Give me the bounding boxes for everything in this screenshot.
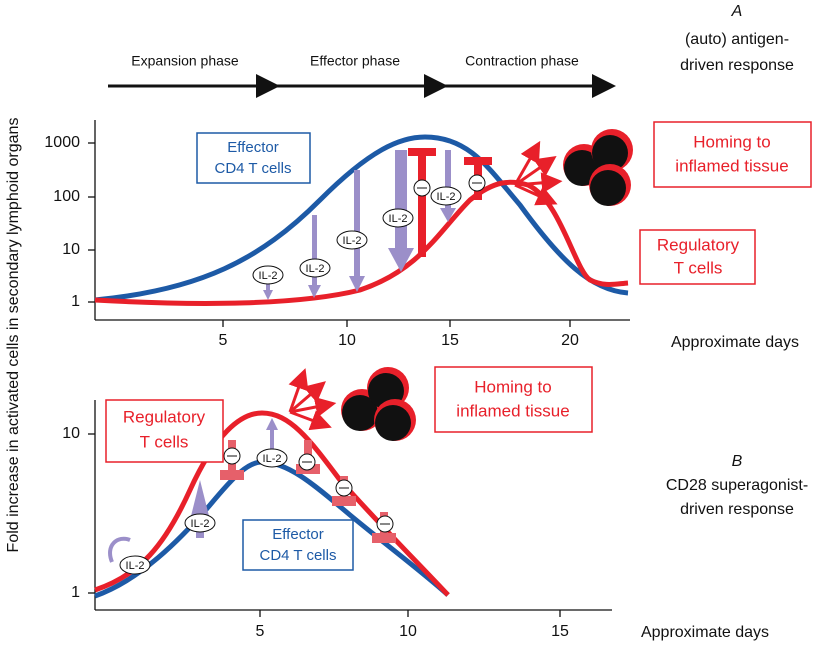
phase-label: Expansion phase	[131, 53, 239, 69]
x-tick-label: 5	[219, 332, 228, 349]
x-axis-label: Approximate days	[641, 624, 769, 641]
panel-a: A (auto) antigen- driven response Expans…	[44, 3, 812, 351]
x-axis-label: Approximate days	[671, 334, 799, 351]
y-tick-label: 1	[71, 584, 80, 601]
box-text: CD4 T cells	[215, 160, 292, 177]
il2-label: IL-2	[306, 263, 325, 275]
effector-box	[242, 519, 354, 571]
box-text: T cells	[140, 432, 189, 451]
x-tick-label: 10	[399, 623, 417, 640]
phase-label: Effector phase	[310, 53, 400, 69]
y-tick-label: 1000	[44, 134, 80, 151]
panel-b: B CD28 superagonist- driven response 10 …	[62, 366, 808, 641]
box-text: Regulatory	[123, 407, 206, 426]
il2-label: IL-2	[437, 191, 456, 203]
il2-loop	[108, 536, 131, 563]
x-tick-label: 15	[441, 332, 459, 349]
x-tick-label: 5	[256, 623, 265, 640]
il2-label: IL-2	[343, 235, 362, 247]
effector-box	[196, 132, 311, 184]
homing-box	[653, 121, 812, 188]
x-tick-label: 10	[338, 332, 356, 349]
il2-label: IL-2	[259, 270, 278, 282]
y-tick-label: 100	[53, 188, 80, 205]
regulatory-curve	[94, 179, 629, 306]
homing-arrows	[513, 140, 563, 206]
box-text: Homing to	[474, 377, 551, 396]
caption: driven response	[680, 501, 794, 518]
box-text: Effector	[227, 139, 278, 156]
caption: CD28 superagonist-	[666, 477, 808, 494]
x-tick-label: 15	[551, 623, 569, 640]
il2-label: IL-2	[263, 453, 282, 465]
caption: (auto) antigen-	[685, 31, 789, 48]
phase-label: Contraction phase	[465, 53, 579, 69]
x-tick-label: 20	[561, 332, 579, 349]
box-text: T cells	[674, 258, 723, 277]
y-tick-label: 10	[62, 241, 80, 258]
panel-label: A	[731, 3, 743, 20]
inhibition-signs	[223, 447, 394, 533]
box-text: Homing to	[693, 132, 770, 151]
box-text: inflamed tissue	[675, 156, 788, 175]
box-text: Regulatory	[657, 235, 740, 254]
il2-badges: IL-2 IL-2 IL-2 IL-2 IL-2	[252, 186, 462, 285]
box-text: CD4 T cells	[260, 547, 337, 564]
regulatory-box	[639, 229, 756, 285]
cells	[563, 129, 633, 206]
axes	[88, 400, 612, 617]
cells	[341, 367, 416, 441]
il2-badges: IL-2 IL-2 IL-2	[119, 448, 288, 575]
effector-curve	[94, 134, 629, 303]
homing-box	[434, 366, 593, 433]
panel-label: B	[732, 453, 743, 470]
box-text: inflamed tissue	[456, 401, 569, 420]
y-tick-label: 10	[62, 425, 80, 442]
inhibition-signs	[413, 174, 486, 197]
il2-label: IL-2	[191, 518, 210, 530]
box-text: Effector	[272, 526, 323, 543]
y-tick-label: 1	[71, 293, 80, 310]
homing-arrows	[288, 368, 337, 431]
il2-label: IL-2	[126, 560, 145, 572]
y-axis-label: Fold increase in activated cells in seco…	[5, 118, 22, 553]
regulatory-box	[105, 399, 224, 463]
il2-label: IL-2	[389, 213, 408, 225]
axes	[88, 120, 630, 327]
caption: driven response	[680, 57, 794, 74]
